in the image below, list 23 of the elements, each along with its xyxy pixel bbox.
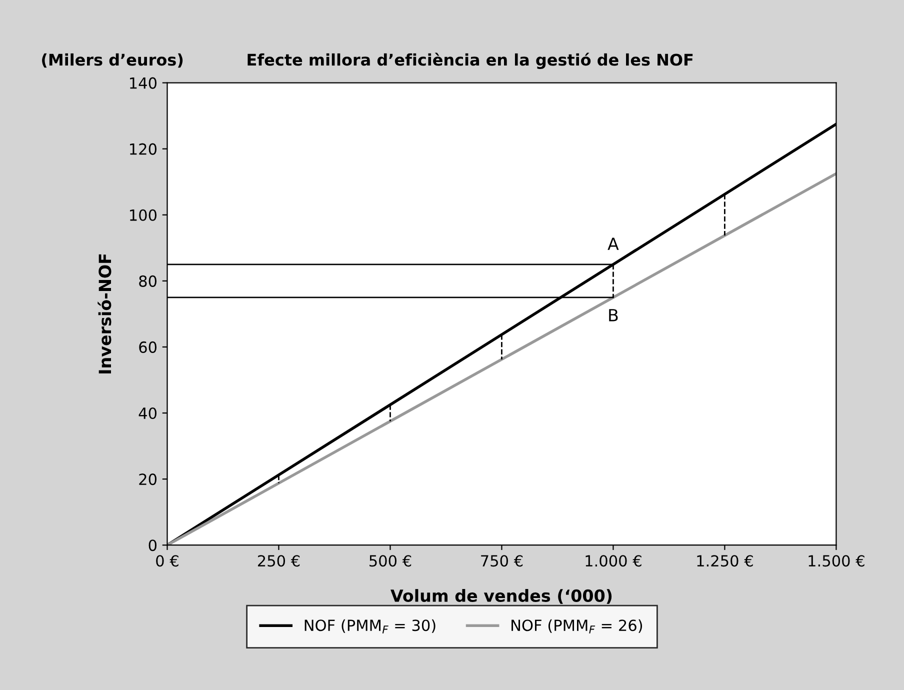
y-tick-label: 60	[139, 341, 157, 353]
y-tick-label: 100	[130, 209, 157, 221]
y-axis-title: Inversió-NOF	[98, 254, 112, 374]
x-tick-label: 250 €	[258, 555, 300, 567]
y-tick-label: 40	[138, 407, 157, 420]
y-tick-label: 0	[148, 540, 157, 552]
annotation: A	[608, 238, 619, 250]
x-axis-title: Volum de vendes (‘000)	[390, 589, 612, 604]
legend-label: NOF (PMM$_{F}$ = 26)	[512, 619, 642, 634]
text: (Milers d’euros)	[42, 53, 183, 68]
chart-title: Efecte millora d’eficiència en la gestió de les NOF	[248, 52, 693, 69]
y-tick-label: 120	[130, 143, 157, 155]
y-tick-label: 140	[130, 77, 157, 89]
y-tick-label: 80	[139, 275, 157, 287]
legend-label: NOF (PMM$_{F}$ = 30)	[304, 619, 436, 634]
x-tick-label: 0 €	[156, 555, 178, 567]
x-tick-label: 1.000 €	[586, 555, 642, 567]
x-tick-label: 1.500 €	[808, 555, 864, 567]
y-tick-label: 20	[139, 474, 157, 486]
x-tick-label: 500 €	[370, 555, 412, 567]
x-tick-label: 750 €	[481, 555, 523, 567]
x-tick-label: 1.250 €	[697, 555, 753, 567]
annotation: B	[609, 309, 618, 322]
